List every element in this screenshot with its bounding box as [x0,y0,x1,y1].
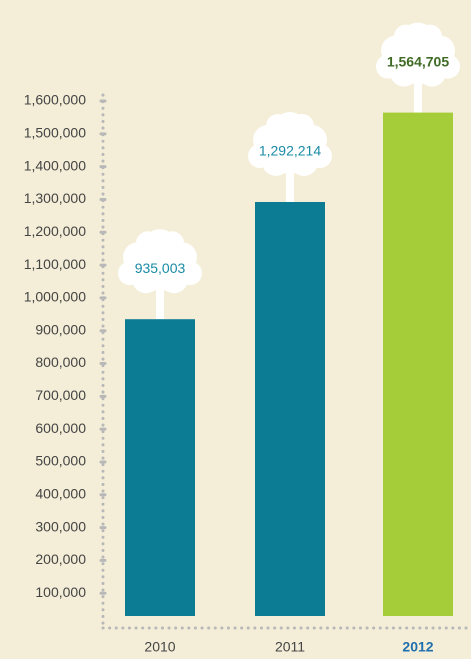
x-tick-label: 2012 [402,639,433,655]
y-tick-label: 1,200,000 [24,223,86,239]
y-tick-label: 100,000 [35,584,86,600]
tree-crown [140,251,180,292]
y-tick-label: 1,300,000 [24,190,86,206]
y-tick-label: 300,000 [35,518,86,534]
x-tick-label: 2010 [144,639,175,655]
bar [125,319,195,616]
y-tick-label: 800,000 [35,354,86,370]
tree-trunk [414,70,422,113]
value-label: 1,292,214 [259,143,321,159]
value-label: 935,003 [135,260,186,276]
tree-crown [266,113,290,138]
tree-crown [398,44,438,85]
y-tick-label: 600,000 [35,420,86,436]
tree-crown [160,231,184,256]
tree-trunk [156,277,164,320]
y-tick-label: 1,600,000 [24,92,86,108]
tree-crown [136,231,160,256]
value-label: 1,564,705 [387,53,449,69]
y-tick-label: 1,500,000 [24,125,86,141]
x-tick-label: 2011 [275,639,305,655]
y-tick-label: 700,000 [35,387,86,403]
tree-crown [394,24,418,49]
bar [383,112,453,616]
tree-crown [270,133,310,174]
tree-trunk [286,159,294,202]
y-tick-label: 200,000 [35,551,86,567]
y-tick-label: 400,000 [35,485,86,501]
y-tick-label: 900,000 [35,321,86,337]
y-tick-label: 1,100,000 [24,256,86,272]
y-tick-label: 1,400,000 [24,157,86,173]
bar [255,201,325,616]
tree-crown [290,113,314,138]
y-tick-label: 1,000,000 [24,289,86,305]
tree-crown [418,24,442,49]
y-tick-label: 500,000 [35,453,86,469]
